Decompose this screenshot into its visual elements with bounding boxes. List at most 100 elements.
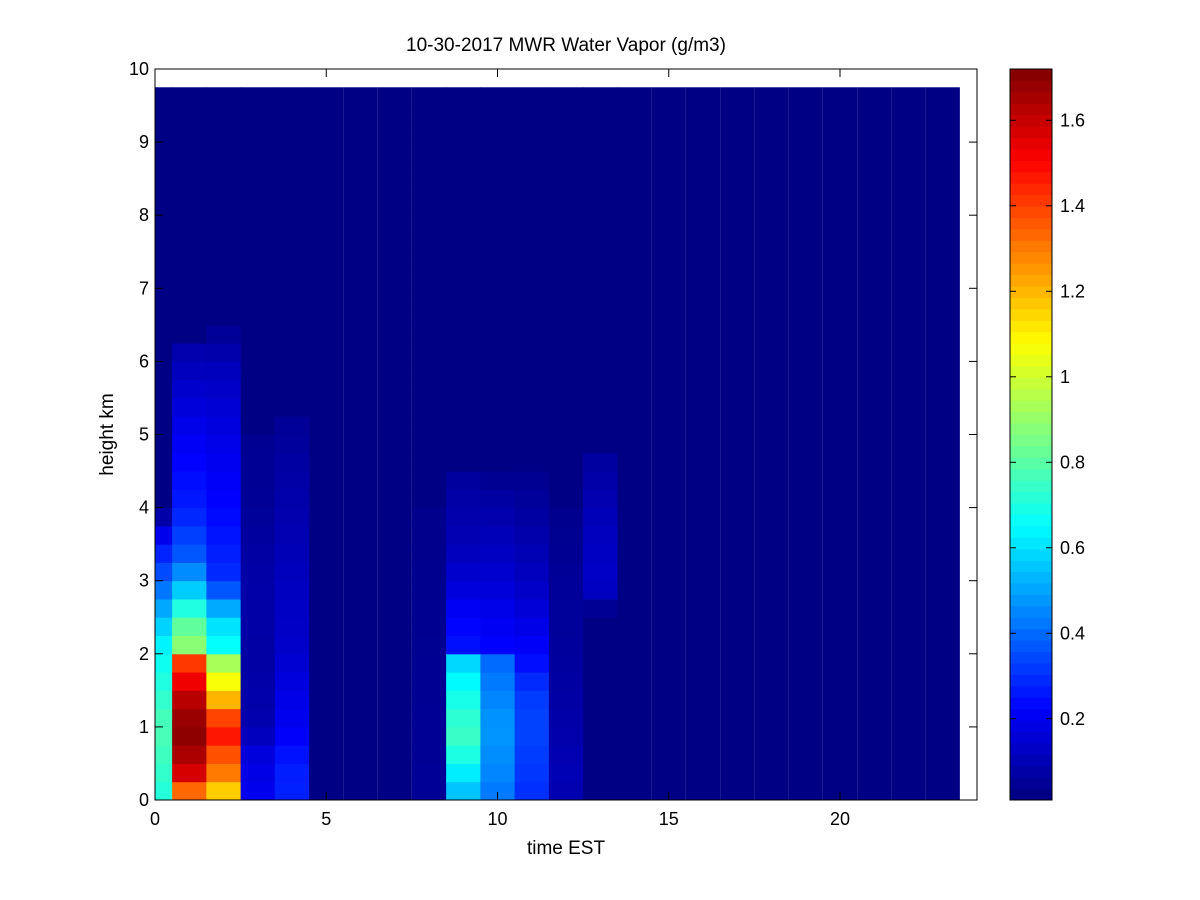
heatmap-cell <box>240 434 276 454</box>
heatmap-cell <box>155 489 173 509</box>
x-tick-label: 10 <box>487 809 507 829</box>
heatmap-cell <box>155 178 173 198</box>
heatmap-cell <box>411 306 447 326</box>
heatmap-cell <box>446 580 481 600</box>
heatmap-cell <box>754 87 789 800</box>
heatmap-cell <box>274 781 310 801</box>
heatmap-cell <box>172 105 207 125</box>
heatmap-cell <box>480 142 516 161</box>
heatmap-cell <box>685 87 721 800</box>
heatmap-cell <box>155 379 173 399</box>
heatmap-cell <box>446 215 481 234</box>
heatmap-cell <box>514 142 550 161</box>
heatmap-cell <box>514 708 550 728</box>
heatmap-cell <box>206 215 242 234</box>
heatmap-cell <box>548 270 584 289</box>
heatmap-cell <box>548 598 584 618</box>
heatmap-cell <box>411 160 447 180</box>
heatmap-cell <box>172 781 207 801</box>
colorbar-segment <box>1010 445 1052 458</box>
heatmap-cell <box>240 215 276 234</box>
heatmap-cell <box>155 215 173 234</box>
heatmap-cell <box>274 617 310 637</box>
heatmap-cell <box>411 178 447 198</box>
heatmap-cell <box>240 690 276 710</box>
colorbar-tick-label: 0.4 <box>1060 623 1085 643</box>
heatmap-cell <box>172 160 207 180</box>
heatmap-cell <box>274 507 310 527</box>
heatmap-cell <box>411 580 447 600</box>
heatmap-cell <box>548 416 584 435</box>
heatmap-cells <box>155 87 960 801</box>
heatmap-cell <box>172 745 207 764</box>
colorbar-segment <box>1010 457 1052 470</box>
heatmap-cell <box>446 142 481 161</box>
colorbar-tick-label: 1.2 <box>1060 281 1085 301</box>
heatmap-cell <box>480 489 516 509</box>
heatmap-cell <box>480 617 516 637</box>
heatmap-cell <box>172 507 207 527</box>
heatmap-cell <box>446 196 481 216</box>
heatmap-cell <box>240 306 276 326</box>
heatmap-cell <box>274 525 310 545</box>
heatmap-cell <box>343 87 378 800</box>
heatmap-cell <box>548 525 584 545</box>
heatmap-cell <box>172 233 207 253</box>
colorbar-segment <box>1010 251 1052 264</box>
heatmap-cell <box>514 306 550 326</box>
colorbar-ticks: 0.2 0.4 0.6 0.8 1 1.2 1.4 1.6 <box>1010 110 1085 729</box>
heatmap-cell <box>274 434 310 454</box>
heatmap-cell <box>206 507 242 527</box>
heatmap-cell <box>172 397 207 417</box>
heatmap-cell <box>548 251 584 271</box>
heatmap-cell <box>514 781 550 801</box>
chart-title: 10-30-2017 MWR Water Vapor (g/m3) <box>406 35 726 56</box>
heatmap-cell <box>274 690 310 710</box>
heatmap-cell <box>446 562 481 582</box>
heatmap-cell <box>240 251 276 271</box>
heatmap-cell <box>172 617 207 637</box>
heatmap-cell <box>206 416 242 435</box>
colorbar-frame <box>1009 68 1053 801</box>
heatmap-cell <box>583 489 618 509</box>
heatmap-cell <box>172 324 207 344</box>
colorbar-segment <box>1010 434 1052 447</box>
heatmap-cell <box>155 343 173 362</box>
heatmap-cell <box>583 781 618 801</box>
heatmap-cell <box>514 324 550 344</box>
heatmap-cell <box>240 781 276 801</box>
colorbar-segment <box>1010 263 1052 276</box>
colorbar-segment <box>1010 674 1052 687</box>
heatmap-cell <box>480 306 516 326</box>
colorbar-segment <box>1010 514 1052 527</box>
heatmap-cell <box>480 397 516 417</box>
colorbar-segment <box>1010 411 1052 424</box>
heatmap-cell <box>548 580 584 600</box>
heatmap-cell <box>446 672 481 691</box>
heatmap-cell <box>514 178 550 198</box>
heatmap-cell <box>583 745 618 764</box>
heatmap-cell <box>411 690 447 710</box>
heatmap-cell <box>155 416 173 435</box>
heatmap-cell <box>274 142 310 161</box>
heatmap-cell <box>514 343 550 362</box>
heatmap-cell <box>446 416 481 435</box>
heatmap-cell <box>446 598 481 618</box>
heatmap-cell <box>206 562 242 582</box>
heatmap-cell <box>583 726 618 746</box>
heatmap-cell <box>172 215 207 234</box>
colorbar-segment <box>1010 697 1052 710</box>
colorbar-segment <box>1010 423 1052 435</box>
heatmap-cell <box>172 416 207 435</box>
colorbar-segment <box>1010 605 1052 618</box>
heatmap-cell <box>155 306 173 326</box>
heatmap-cell <box>240 397 276 417</box>
heatmap-cell <box>514 105 550 125</box>
heatmap-cell <box>480 434 516 454</box>
heatmap-cell <box>514 726 550 746</box>
heatmap-cell <box>240 471 276 490</box>
heatmap-cell <box>583 544 618 563</box>
colorbar-segment <box>1010 754 1052 767</box>
heatmap-cell <box>514 617 550 637</box>
heatmap-cell <box>446 105 481 125</box>
